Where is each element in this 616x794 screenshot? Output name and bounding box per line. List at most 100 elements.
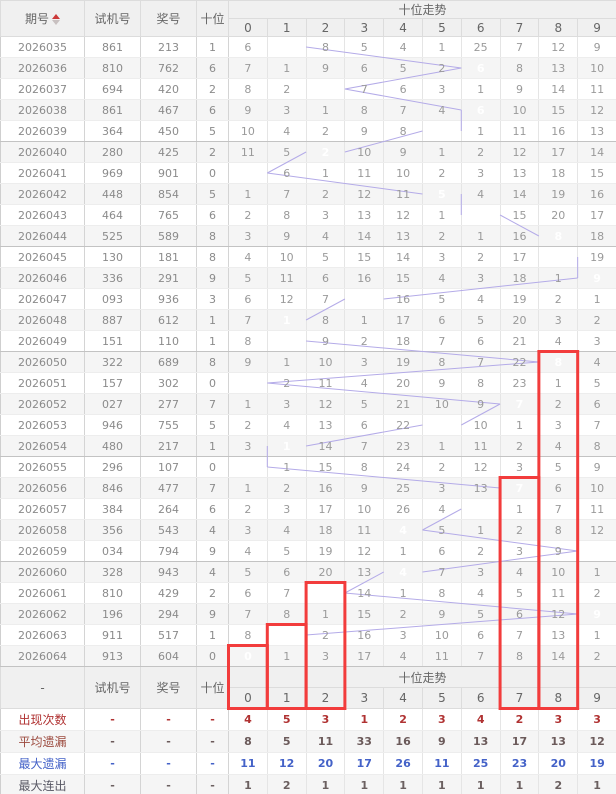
- trend-cell: 5: [267, 540, 307, 562]
- trend-cell: 5: [461, 309, 501, 331]
- stat-dash-cell: -: [84, 708, 141, 731]
- trend-value: 3: [244, 229, 252, 243]
- trend-cell: 2: [267, 477, 307, 499]
- trend-value: 1: [282, 40, 291, 54]
- tens-digit-cell: 8: [196, 225, 229, 247]
- cell-text: 264: [158, 502, 179, 516]
- cell-text: 7: [209, 481, 216, 495]
- table-row: 2026036 810 762 6 7 1 9 6 5 2 6 8 13 10: [0, 57, 616, 79]
- issue-cell: 2026042: [0, 183, 85, 205]
- tens-digit-cell: 0: [196, 162, 229, 184]
- trend-value: 9: [283, 229, 291, 243]
- column-header-issue[interactable]: 期号: [0, 0, 85, 37]
- prize-number-cell: 612: [140, 309, 197, 331]
- trend-value: 2: [244, 502, 252, 516]
- tens-digit-cell: 9: [196, 603, 229, 625]
- trend-value: 6: [399, 82, 407, 96]
- trend-value: 7: [244, 313, 252, 327]
- trend-value: 11: [357, 166, 372, 180]
- trend-value: 7: [515, 40, 523, 54]
- issue-cell: 2026056: [0, 477, 85, 499]
- trend-cell: 2: [577, 645, 616, 667]
- trend-value: 19: [590, 250, 605, 264]
- trend-value: 2: [438, 229, 446, 243]
- trend-cell: 16: [538, 120, 579, 142]
- digit-header-label: 9: [593, 20, 601, 35]
- table-row: 2026061 810 429 2 6 7 2 14 1 8 4 5 11 2: [0, 582, 616, 604]
- stat-value-cell: 1: [577, 774, 616, 794]
- trend-cell: 3: [228, 519, 268, 541]
- stat-value: 33: [356, 735, 372, 748]
- trend-value: 1: [244, 397, 252, 411]
- trend-cell: 2: [500, 519, 540, 541]
- trend-value: 12: [279, 292, 294, 306]
- trend-cell: 1: [461, 519, 501, 541]
- trend-value: 11: [512, 124, 527, 138]
- trend-value: 2: [399, 607, 407, 621]
- stat-dash-cell: -: [84, 752, 141, 775]
- cell-text: 322: [102, 355, 123, 369]
- stat-value-cell: 33: [344, 730, 385, 753]
- cell-text: 477: [158, 481, 179, 495]
- trend-value: 1: [515, 502, 523, 516]
- issue-cell: 2026049: [0, 330, 85, 352]
- trend-cell: 8: [538, 519, 579, 541]
- trend-value: 7: [515, 481, 524, 495]
- trend-cell: 12: [577, 519, 616, 541]
- trend-cell: 13: [577, 120, 616, 142]
- cell-text: 854: [158, 187, 179, 201]
- stat-value: 13: [550, 735, 566, 748]
- trend-value: 16: [357, 628, 372, 642]
- stat-value-cell: 1: [228, 774, 268, 794]
- trend-cell: 16: [344, 267, 385, 289]
- trend-value: 2: [515, 523, 523, 537]
- sort-icon[interactable]: [52, 14, 60, 25]
- trend-value: 13: [473, 481, 488, 495]
- trend-cell: 4: [538, 435, 579, 457]
- cell-text: 2026038: [18, 103, 67, 117]
- trend-cell: 7: [344, 435, 385, 457]
- trend-value: 4: [244, 544, 252, 558]
- cell-text: 2026043: [18, 208, 67, 222]
- prize-number-cell: 762: [140, 57, 197, 79]
- trend-cell: 8: [267, 204, 307, 226]
- stat-value: 1: [244, 779, 252, 792]
- trend-value: 11: [396, 187, 411, 201]
- stat-label: 出现次数: [0, 708, 85, 731]
- trend-value: 21: [512, 334, 527, 348]
- prize-number-cell: 110: [140, 330, 197, 352]
- trend-value: 8: [360, 103, 368, 117]
- cell-text: 861: [102, 40, 123, 54]
- trend-value: 6: [477, 334, 485, 348]
- tens-digit-cell: 5: [196, 120, 229, 142]
- trend-cell: 18: [383, 330, 423, 352]
- trend-cell: 1: [267, 57, 307, 79]
- stat-value: 2: [399, 713, 407, 726]
- tens-digit-cell: 7: [196, 393, 229, 415]
- trend-cell: 1: [461, 120, 501, 142]
- trend-cell: 7: [538, 498, 579, 520]
- column-header-test-number-label: 试机号: [94, 12, 131, 26]
- trend-cell: 1: [228, 183, 268, 205]
- test-number-cell: 969: [84, 162, 141, 184]
- trend-cell: 9: [577, 456, 616, 478]
- trend-cell: 12: [344, 540, 385, 562]
- trend-cell: 3: [422, 78, 462, 100]
- digit-header-label: 6: [476, 20, 485, 35]
- trend-cell: 4: [461, 582, 501, 604]
- trend-cell: 7: [422, 330, 462, 352]
- table-row: 2026064 913 604 0 0 1 3 17 4 11 7 8 14 2: [0, 645, 616, 667]
- trend-cell: 10: [267, 246, 307, 268]
- trend-cell: 4: [422, 99, 462, 121]
- trend-value: 5: [477, 607, 485, 621]
- digit-header-label: 8: [554, 20, 563, 35]
- cell-text: 936: [158, 292, 179, 306]
- column-header-test-number: 试机号: [84, 666, 141, 709]
- cell-text: 1: [209, 439, 216, 453]
- tens-digit-cell: 1: [196, 36, 229, 58]
- cell-text: 294: [158, 607, 179, 621]
- cell-text: 9: [209, 271, 216, 285]
- trend-value: 9: [321, 334, 329, 348]
- trend-cell: 23: [500, 372, 540, 394]
- trend-value: 2: [554, 397, 562, 411]
